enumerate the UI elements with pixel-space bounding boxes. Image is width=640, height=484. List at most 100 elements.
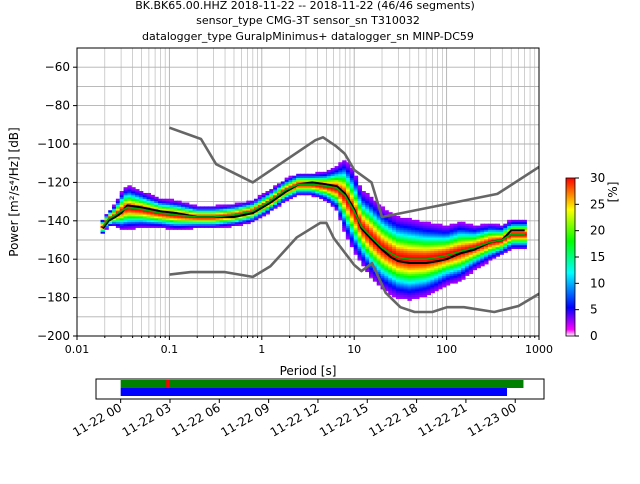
density-cell <box>346 237 351 240</box>
density-cell <box>154 198 159 202</box>
density-cell <box>468 240 474 244</box>
density-cell <box>487 229 493 232</box>
density-cell <box>265 191 270 194</box>
density-cell <box>146 223 152 226</box>
density-cell <box>119 214 125 217</box>
density-cell <box>242 210 247 213</box>
density-cell <box>372 225 378 228</box>
density-cell <box>346 219 351 223</box>
density-cell <box>392 292 397 296</box>
density-cell <box>514 219 520 223</box>
density-cell <box>449 279 455 282</box>
density-cell <box>426 235 432 238</box>
density-cell <box>238 223 244 226</box>
density-cell <box>276 183 282 186</box>
density-cell <box>349 223 355 226</box>
density-cell <box>227 221 232 225</box>
density-cell <box>422 290 428 294</box>
density-cell <box>372 250 378 253</box>
density-cell <box>299 179 305 182</box>
density-cell <box>415 254 420 257</box>
density-cell <box>346 187 351 190</box>
density-cell <box>158 221 163 225</box>
density-cell <box>303 189 309 192</box>
density-cell <box>388 235 393 238</box>
density-cell <box>495 250 501 253</box>
density-cell <box>415 275 420 278</box>
density-cell <box>438 244 443 248</box>
density-cell <box>484 229 489 232</box>
density-cell <box>353 252 359 255</box>
density-cell <box>165 208 171 211</box>
density-cell <box>453 237 458 240</box>
density-cell <box>177 202 182 205</box>
density-cell <box>184 212 190 215</box>
density-cell <box>165 227 171 230</box>
density-cell <box>196 208 201 211</box>
density-cell <box>299 192 305 196</box>
density-cell <box>361 194 366 198</box>
density-cell <box>181 210 186 213</box>
timeline-tick-label: 11-22 00 <box>70 400 124 439</box>
density-cell <box>434 254 439 257</box>
density-cell <box>403 227 408 230</box>
density-cell <box>399 285 405 288</box>
density-cell <box>415 290 420 294</box>
density-cell <box>146 200 152 203</box>
density-cell <box>273 202 278 205</box>
density-cell <box>418 240 424 244</box>
density-cell <box>395 250 401 253</box>
density-cell <box>461 225 466 228</box>
density-cell <box>227 217 232 221</box>
density-cell <box>357 254 362 257</box>
density-cell <box>119 200 125 203</box>
density-cell <box>507 248 512 251</box>
density-cell <box>503 244 508 248</box>
density-cell <box>461 231 466 234</box>
density-cell <box>211 219 217 223</box>
colorbar-tick-label: 20 <box>590 224 605 238</box>
density-cell <box>468 258 474 261</box>
density-cell <box>261 200 267 203</box>
density-cell <box>434 288 439 292</box>
density-cell <box>461 242 466 246</box>
density-cell <box>484 240 489 244</box>
density-cell <box>353 187 359 190</box>
density-cell <box>395 258 401 261</box>
density-cell <box>227 212 232 215</box>
density-cell <box>372 258 378 261</box>
density-cell <box>142 200 148 203</box>
density-cell <box>127 200 132 203</box>
x-tick-label: 10 <box>347 343 361 356</box>
density-cell <box>315 179 320 182</box>
density-cell <box>457 221 462 225</box>
density-cell <box>227 206 232 209</box>
grid-lines <box>76 48 539 336</box>
density-cell <box>438 225 443 228</box>
density-cell <box>453 244 458 248</box>
density-cell <box>369 242 374 246</box>
density-cell <box>330 198 336 202</box>
density-cell <box>495 244 501 248</box>
density-cell <box>461 277 466 280</box>
density-cell <box>411 229 416 232</box>
density-cell <box>399 219 405 223</box>
density-cell <box>464 262 470 265</box>
density-cell <box>430 279 435 282</box>
density-cell <box>384 227 389 230</box>
density-cell <box>449 267 455 271</box>
density-cell <box>204 212 209 215</box>
density-cell <box>181 221 186 225</box>
density-cell <box>246 221 251 225</box>
density-cell <box>461 246 466 250</box>
density-cell <box>422 254 428 257</box>
density-cell <box>349 189 355 192</box>
density-cell <box>464 260 470 263</box>
density-cell <box>430 283 435 286</box>
density-cell <box>514 242 520 246</box>
density-cell <box>326 189 332 192</box>
density-cell <box>476 250 481 253</box>
density-cell <box>418 294 424 298</box>
density-cell <box>365 219 370 223</box>
density-cell <box>415 287 420 290</box>
